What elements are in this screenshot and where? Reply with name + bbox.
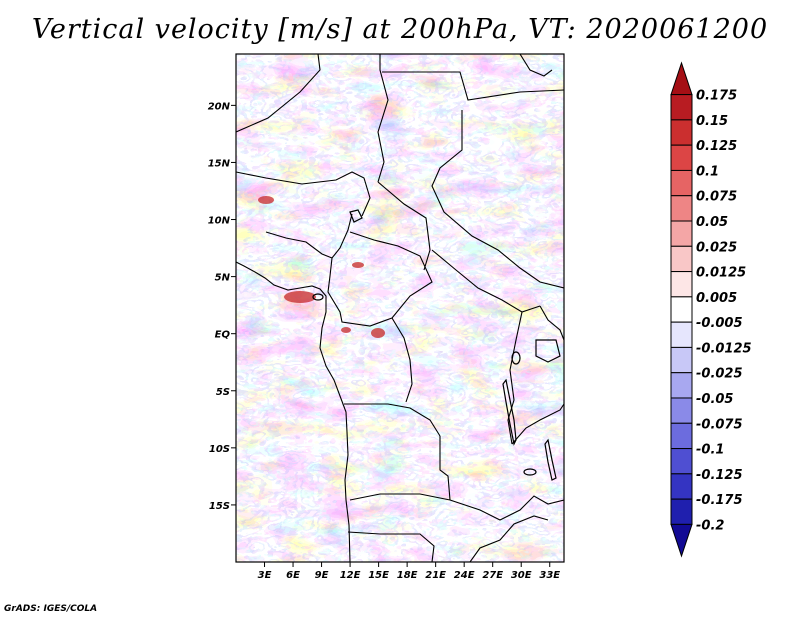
colorbar-swatch bbox=[670, 422, 693, 450]
lat-tick-label: 5S bbox=[216, 387, 230, 398]
colorbar-swatch bbox=[670, 119, 693, 146]
lat-tick-label: 20N bbox=[208, 101, 231, 112]
lake-mweru bbox=[523, 468, 537, 476]
border-niger-chad bbox=[236, 171, 371, 217]
lakes bbox=[312, 209, 561, 481]
colorbar-swatch bbox=[670, 245, 693, 273]
colorbar-label: 0.025 bbox=[696, 240, 737, 255]
colorbar-swatch bbox=[670, 296, 693, 323]
colorbar-label: 0.05 bbox=[696, 215, 728, 230]
colorbar-label: -0.005 bbox=[696, 316, 743, 331]
lake-tanganyika bbox=[502, 378, 517, 446]
ascent-hotspots bbox=[258, 196, 385, 338]
colorbar-label: -0.05 bbox=[696, 392, 733, 407]
lake-victoria bbox=[535, 339, 561, 363]
colorbar-swatch bbox=[670, 220, 693, 247]
credit-label: GrADS: IGES/COLA bbox=[4, 604, 98, 614]
lon-tick-label: 18E bbox=[397, 570, 418, 581]
border-egypt-sudan bbox=[382, 71, 564, 101]
colorbar-swatch bbox=[670, 94, 693, 121]
lon-tick-label: 6E bbox=[286, 570, 300, 581]
lat-tick-label: 15N bbox=[208, 158, 231, 169]
lat-tick-label: 5N bbox=[215, 273, 231, 284]
colorbar-label: -0.175 bbox=[696, 493, 743, 508]
border-nigeria-east bbox=[265, 213, 353, 259]
colorbar-label: -0.125 bbox=[696, 468, 743, 483]
chart-title: Vertical velocity [m/s] at 200hPa, VT: 2… bbox=[31, 14, 769, 45]
colorbar-label: 0.15 bbox=[696, 114, 728, 129]
lon-tick-label: 12E bbox=[340, 570, 361, 581]
colorbar-label: 0.175 bbox=[696, 89, 737, 104]
lat-tick-label: 10N bbox=[208, 216, 231, 227]
country-borders bbox=[236, 54, 564, 562]
colorbar-label: 0.005 bbox=[696, 291, 737, 306]
lon-tick-label: 27E bbox=[482, 570, 503, 581]
border-cameroon bbox=[327, 257, 393, 327]
colorbar-swatch bbox=[670, 397, 693, 424]
coastline-west bbox=[236, 261, 351, 562]
colorbar-label: 0.1 bbox=[696, 164, 719, 179]
colorbar-label: 0.075 bbox=[696, 190, 737, 205]
colorbar-swatch bbox=[670, 271, 693, 298]
colorbar-swatch bbox=[670, 169, 693, 197]
lon-tick-label: 9E bbox=[315, 570, 329, 581]
border-algeria-libya bbox=[236, 54, 321, 133]
colorbar-swatch bbox=[670, 144, 693, 171]
colorbar-label: -0.025 bbox=[696, 367, 743, 382]
colorbar-swatch bbox=[670, 372, 693, 399]
border-red-sea bbox=[519, 54, 553, 77]
lake-kivu bbox=[511, 351, 521, 365]
border-angola-north bbox=[344, 403, 441, 437]
colorbar: 0.175 0.15 0.125 0.1 0.075 0.05 0.025 0.0125 0.0… bbox=[670, 61, 752, 558]
lat-tick-label: 10S bbox=[209, 444, 230, 455]
colorbar-top-arrow bbox=[670, 61, 693, 96]
longitude-axis: 3E 6E 9E 12E 15E 18E 21E 24E 27E 30E 33E bbox=[258, 562, 560, 581]
latitude-axis: 20N 15N 10N 5N EQ 5S 10S 15S bbox=[208, 101, 236, 512]
lon-tick-label: 21E bbox=[425, 570, 446, 581]
border-namibia bbox=[347, 531, 435, 562]
border-car bbox=[349, 231, 433, 319]
map-frame bbox=[235, 53, 565, 563]
lon-tick-label: 33E bbox=[539, 570, 560, 581]
lon-tick-label: 15E bbox=[368, 570, 389, 581]
colorbar-label: -0.0125 bbox=[696, 341, 752, 356]
colorbar-label: 0.125 bbox=[696, 139, 737, 154]
border-angola-south bbox=[349, 493, 451, 501]
border-southern bbox=[469, 515, 549, 562]
border-southsudan bbox=[431, 249, 541, 313]
lake-volta bbox=[312, 293, 324, 301]
lon-tick-label: 3E bbox=[258, 570, 272, 581]
border-sudan-east bbox=[431, 110, 564, 289]
border-libya-egypt bbox=[377, 54, 389, 183]
border-angola-east bbox=[439, 436, 451, 501]
colorbar-swatch bbox=[670, 473, 693, 500]
colorbar-bottom-arrow bbox=[670, 523, 693, 558]
lon-tick-label: 30E bbox=[511, 570, 532, 581]
border-drc-north bbox=[391, 317, 413, 403]
border-zambia bbox=[449, 495, 564, 521]
colorbar-swatch bbox=[670, 448, 693, 475]
colorbar-swatch bbox=[670, 498, 693, 525]
colorbar-swatch bbox=[670, 321, 693, 348]
colorbar-swatch bbox=[670, 195, 693, 222]
lat-tick-label: EQ bbox=[215, 330, 231, 341]
colorbar-label: -0.075 bbox=[696, 417, 743, 432]
colorbar-label: -0.2 bbox=[696, 518, 724, 533]
lake-chad bbox=[349, 209, 363, 223]
lake-malawi bbox=[544, 438, 557, 481]
border-tanzania bbox=[511, 403, 564, 445]
border-drc-east bbox=[507, 311, 523, 445]
lon-tick-label: 24E bbox=[454, 570, 475, 581]
lat-tick-label: 15S bbox=[209, 501, 230, 512]
colorbar-label: -0.1 bbox=[696, 443, 724, 458]
border-kenya bbox=[539, 305, 564, 341]
colorbar-label: 0.0125 bbox=[696, 266, 746, 281]
border-chad-sudan bbox=[377, 181, 431, 271]
colorbar-swatch bbox=[670, 346, 693, 374]
